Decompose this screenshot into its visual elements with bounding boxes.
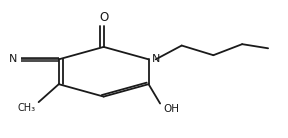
Text: OH: OH	[163, 104, 179, 114]
Text: O: O	[99, 11, 108, 24]
Text: N: N	[152, 54, 161, 64]
Text: N: N	[9, 54, 17, 64]
Text: CH₃: CH₃	[18, 103, 36, 113]
